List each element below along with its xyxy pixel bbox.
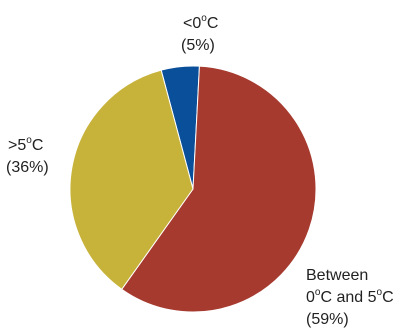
label-between: Between	[306, 267, 368, 284]
label-above-five: >5oC	[8, 135, 43, 154]
slice-between	[121, 65, 317, 313]
pct-below-zero: (5%)	[181, 37, 215, 54]
pie-slices	[69, 65, 317, 313]
label-below-zero: <0oC	[183, 13, 218, 32]
label-between-range: 0oC and 5oC	[306, 287, 394, 306]
pct-between: (59%)	[306, 311, 349, 328]
slice-above-five	[69, 69, 194, 290]
pct-above-five: (36%)	[6, 159, 49, 176]
